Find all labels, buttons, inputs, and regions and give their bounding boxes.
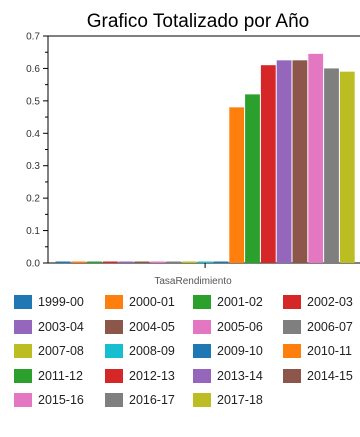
bar-2003-04 xyxy=(118,261,134,263)
legend-item: 2007-08 xyxy=(14,343,84,359)
bar-2000-01 xyxy=(71,261,87,263)
bar-2015-16 xyxy=(308,53,324,264)
legend-item: 2006-07 xyxy=(283,319,353,335)
y-tick-label: 0.2 xyxy=(26,194,40,205)
legend-label: 1999-00 xyxy=(38,295,84,309)
legend-item: 2017-18 xyxy=(193,392,263,408)
legend-swatch xyxy=(193,368,211,383)
bar-1999-00 xyxy=(55,261,71,263)
legend-swatch xyxy=(105,319,123,334)
y-tick-label: 0.3 xyxy=(26,161,40,172)
chart-title: Grafico Totalizado por Año xyxy=(87,11,310,32)
legend-swatch xyxy=(14,344,32,358)
legend-label: 2015-16 xyxy=(38,393,84,407)
legend-swatch xyxy=(14,368,32,383)
x-axis-label: TasaRendimiento xyxy=(154,276,232,287)
bar-2014-15 xyxy=(292,60,308,264)
legend-label: 2007-08 xyxy=(38,344,84,358)
legend-swatch xyxy=(283,368,301,383)
legend-label: 2004-05 xyxy=(129,319,175,334)
legend-swatch xyxy=(105,368,123,383)
legend-item: 2002-03 xyxy=(283,294,353,310)
bar-2007-08 xyxy=(181,261,197,263)
chart: Grafico Totalizado por Año 0.0 0.1 0.2 0.3 0… xyxy=(26,11,360,287)
y-tick-label: 0.4 xyxy=(26,129,40,140)
legend-swatch xyxy=(14,295,32,309)
legend-label: 2002-03 xyxy=(307,295,353,309)
legend-swatch xyxy=(283,295,301,309)
legend-swatch xyxy=(105,295,123,309)
bar-2011-12 xyxy=(245,94,260,263)
legend-item: 1999-00 xyxy=(14,294,84,310)
legend-label: 2014-15 xyxy=(307,368,353,383)
legend-label: 2009-10 xyxy=(217,344,263,358)
bar-2002-03 xyxy=(102,261,118,263)
legend-swatch xyxy=(105,344,123,358)
legend-item: 2014-15 xyxy=(283,368,353,384)
legend-label: 2001-02 xyxy=(217,295,263,309)
legend-label: 2003-04 xyxy=(38,319,84,334)
legend-item: 2015-16 xyxy=(14,392,84,408)
legend-label: 2000-01 xyxy=(129,295,175,309)
legend-label: 2010-11 xyxy=(307,344,352,358)
legend-item: 2005-06 xyxy=(193,319,263,335)
bar-2008-09 xyxy=(197,261,213,263)
legend-swatch xyxy=(14,393,32,407)
bar-2009-10 xyxy=(213,261,229,263)
legend-label: 2016-17 xyxy=(129,393,175,407)
bar-2005-06 xyxy=(150,261,166,263)
legend-swatch xyxy=(283,319,301,334)
bar-2004-05 xyxy=(134,261,150,263)
legend-label: 2008-09 xyxy=(129,344,175,358)
legend-item: 2008-09 xyxy=(105,343,175,359)
legend-item: 2003-04 xyxy=(14,319,84,335)
y-tick-label: 0.6 xyxy=(26,64,40,75)
legend-item: 2013-14 xyxy=(193,368,263,384)
legend-label: 2011-12 xyxy=(38,368,83,383)
legend-item: 2016-17 xyxy=(105,392,175,408)
y-tick-label: 0.0 xyxy=(26,259,40,270)
legend-swatch xyxy=(193,393,211,407)
bar-2016-17 xyxy=(324,68,339,263)
legend-label: 2005-06 xyxy=(217,319,263,334)
legend-swatch xyxy=(193,319,211,334)
legend-label: 2012-13 xyxy=(129,368,175,383)
y-tick-label: 0.5 xyxy=(26,96,40,107)
legend-item: 2009-10 xyxy=(193,343,263,359)
legend-swatch xyxy=(14,319,32,334)
legend-swatch xyxy=(283,344,301,358)
legend-label: 2006-07 xyxy=(307,319,353,334)
bar-2006-07 xyxy=(166,261,181,263)
bar-2017-18 xyxy=(339,71,355,264)
bar-2013-14 xyxy=(276,60,292,264)
bar-2001-02 xyxy=(87,261,102,263)
legend-item: 2004-05 xyxy=(105,319,175,335)
legend-swatch xyxy=(193,344,211,358)
legend-swatch xyxy=(105,393,123,407)
y-tick-label: 0.7 xyxy=(26,32,40,43)
legend-item: 2011-12 xyxy=(14,368,83,384)
legend-item: 2000-01 xyxy=(105,294,175,310)
bar-2010-11 xyxy=(229,107,245,263)
bar-2012-13 xyxy=(260,65,276,263)
bar-chart-svg: Grafico Totalizado por Año 0.0 0.1 0.2 0.3 0… xyxy=(26,11,360,287)
legend-label: 2017-18 xyxy=(217,393,263,407)
legend-item: 2012-13 xyxy=(105,368,175,384)
legend-swatch xyxy=(193,295,211,309)
y-tick-label: 0.1 xyxy=(26,226,40,237)
legend-item: 2010-11 xyxy=(283,343,352,359)
legend-label: 2013-14 xyxy=(217,368,263,383)
legend-item: 2001-02 xyxy=(193,294,263,310)
